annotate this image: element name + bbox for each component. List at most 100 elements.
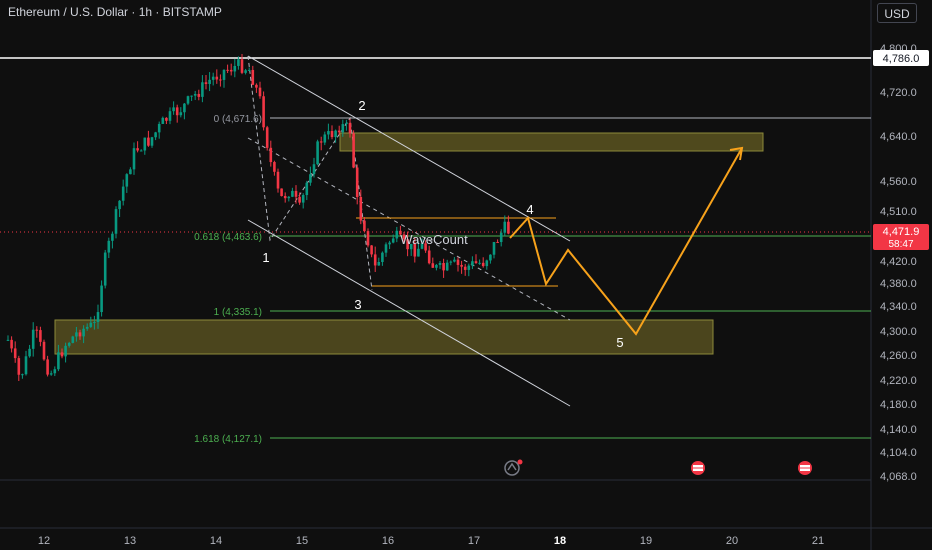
candle-body	[262, 96, 265, 128]
candle-body	[71, 336, 75, 343]
replay-icon[interactable]	[504, 459, 523, 476]
time-tick-label: 12	[38, 535, 50, 547]
candle-body	[330, 131, 334, 138]
candle-body	[319, 141, 323, 143]
candle-body	[93, 321, 96, 323]
candle-body	[294, 190, 298, 197]
candle-body	[496, 241, 499, 243]
time-tick-label: 15	[296, 535, 308, 547]
fib-label-0: 0 (4,671.6)	[214, 114, 262, 125]
candle-body	[327, 131, 330, 135]
current-price-tag	[873, 224, 929, 250]
candle-body	[309, 174, 312, 183]
candle-body	[53, 369, 57, 374]
candle-body	[64, 345, 67, 357]
candle-body	[157, 123, 161, 133]
candle-body	[21, 374, 24, 376]
candle-body	[204, 82, 208, 84]
time-tick-label: 18	[554, 535, 566, 547]
candle-body	[208, 79, 211, 84]
candle-body	[161, 117, 165, 124]
demand-zone[interactable]	[54, 319, 714, 355]
candle-body	[449, 261, 453, 263]
candle-body	[222, 69, 226, 80]
candle-body	[442, 262, 445, 271]
price-tick-label: 4,380.0	[880, 278, 917, 290]
candle-body	[129, 169, 132, 175]
candle-body	[391, 238, 395, 243]
candle-body	[388, 242, 391, 245]
us-flag-icon[interactable]	[798, 461, 812, 475]
price-tick-label: 4,104.0	[880, 447, 917, 459]
candle-body	[150, 137, 154, 146]
projection-arrowhead	[729, 146, 744, 161]
time-tick-label: 14	[210, 535, 222, 547]
price-tick-label: 4,300.0	[880, 326, 917, 338]
candle-body	[312, 164, 316, 175]
candle-body	[499, 232, 503, 243]
candle-body	[474, 261, 478, 264]
candle-body	[165, 117, 168, 121]
candle-body	[244, 70, 247, 73]
price-tick-label: 4,560.0	[880, 176, 917, 188]
candle-body	[316, 141, 319, 165]
candle-body	[402, 234, 406, 240]
highlight-price-label: 4,786.0	[883, 53, 920, 65]
time-axis[interactable]: 12 13 14 15 16 17 18 19 20 21	[38, 535, 824, 547]
candle-body	[197, 93, 201, 97]
supply-zone[interactable]	[339, 132, 764, 152]
candle-body	[456, 259, 460, 265]
candle-body	[373, 254, 377, 266]
symbol-title[interactable]: Ethereum / U.S. Dollar · 1h · BITSTAMP	[8, 5, 222, 19]
candle-body	[31, 329, 35, 349]
candle-body	[237, 59, 240, 66]
candle-body	[46, 359, 49, 375]
price-axis[interactable]: 4,800.04,720.04,640.04,560.04,510.04,420…	[880, 43, 917, 483]
candle-body	[75, 332, 78, 337]
candle-body	[420, 243, 424, 249]
candle-body	[179, 112, 183, 116]
time-tick-label: 20	[726, 535, 738, 547]
candle-body	[489, 254, 492, 261]
candle-body	[215, 76, 219, 80]
price-tick-label: 4,140.0	[880, 424, 917, 436]
candle-body	[399, 230, 402, 235]
candle-body	[211, 76, 215, 80]
candle-body	[348, 122, 352, 134]
candle-body	[233, 65, 237, 72]
candle-body	[175, 107, 179, 116]
candle-body	[427, 250, 431, 264]
candle-body	[154, 132, 157, 138]
candle-body	[114, 209, 118, 234]
wave-label-2: 2	[358, 98, 365, 113]
price-tick-label: 4,510.0	[880, 206, 917, 218]
candle-body	[471, 261, 474, 266]
wavecount-watermark: WaveCount	[400, 232, 468, 247]
channel-upper[interactable]	[247, 55, 571, 242]
projection-path[interactable]	[509, 147, 743, 336]
candle-body	[67, 342, 71, 346]
candle-body	[265, 127, 269, 148]
candle-body	[298, 196, 301, 203]
candle-body	[381, 252, 384, 262]
wave-count-line[interactable]	[247, 55, 373, 291]
candle-body	[143, 137, 147, 151]
time-tick-label: 13	[124, 535, 136, 547]
current-price-label: 4,471.9	[883, 226, 920, 238]
candle-body	[78, 332, 82, 337]
candle-body	[57, 352, 60, 370]
candle-body	[377, 261, 381, 266]
us-flag-icon[interactable]	[691, 461, 705, 475]
candle-body	[359, 196, 363, 221]
candlestick-series	[6, 53, 510, 382]
candle-body	[136, 148, 139, 151]
fib-label-1618: 1.618 (4,127.1)	[194, 434, 262, 445]
candle-body	[13, 348, 17, 359]
channel-mid[interactable]	[247, 137, 571, 321]
price-tick-label: 4,068.0	[880, 471, 917, 483]
currency-button[interactable]: USD	[877, 3, 917, 23]
candle-body	[463, 266, 467, 270]
candle-body	[503, 221, 507, 233]
channel-lower[interactable]	[247, 219, 571, 407]
